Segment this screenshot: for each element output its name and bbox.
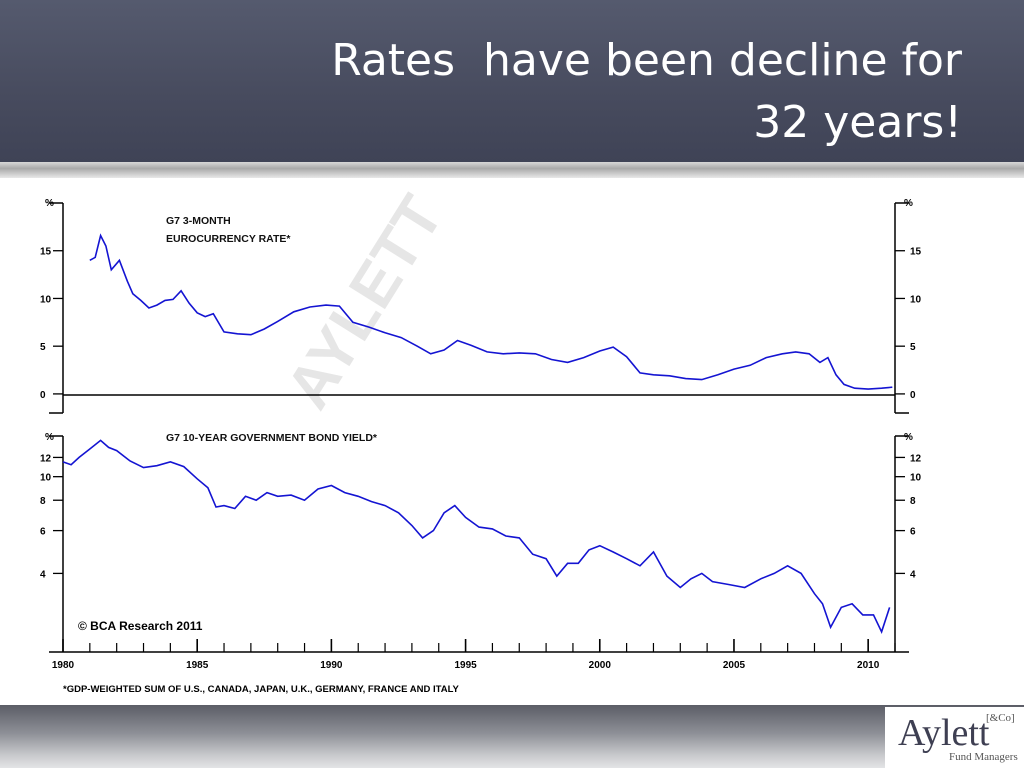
title-line-1: Rates have been decline for	[331, 35, 962, 86]
x-tick-label: 2005	[723, 660, 746, 671]
bottom-unit-right: %	[904, 432, 913, 443]
aylett-logo: Aylett [&Co] Fund Managers	[885, 707, 1024, 768]
bottom-unit-left: %	[45, 432, 54, 443]
bottom-y-tick-label-left: 8	[40, 496, 46, 507]
top-y-tick-label-left: 15	[40, 247, 52, 258]
x-tick-label: 2000	[589, 660, 612, 671]
credit-label: © BCA Research 2011	[78, 619, 203, 633]
x-tick-label: 1995	[454, 660, 477, 671]
slide-header	[0, 0, 1024, 162]
bottom-y-tick-label-left: 4	[40, 569, 46, 580]
bottom-series-line	[62, 439, 891, 634]
footnote: *GDP-WEIGHTED SUM OF U.S., CANADA, JAPAN…	[63, 684, 460, 695]
bottom-y-tick-label-right: 6	[910, 527, 916, 538]
rates-chart: AYLETT % % G7 3-MONTH EUROCURRENCY RATE*…	[40, 184, 922, 695]
title-line-2: 32 years!	[753, 97, 962, 148]
slide-title: Rates have been decline for 32 years!	[202, 30, 962, 154]
bottom-y-tick-label-right: 8	[910, 496, 916, 507]
watermark: AYLETT	[273, 184, 456, 420]
logo-wordmark: Aylett	[898, 712, 990, 754]
top-panel: % % G7 3-MONTH EUROCURRENCY RATE* 005510…	[40, 198, 922, 414]
x-tick-label: 1985	[186, 660, 209, 671]
top-series-line	[89, 233, 893, 390]
x-tick-label: 1980	[52, 660, 75, 671]
bottom-y-tick-label-right: 4	[910, 569, 916, 580]
bottom-y-tick-label-left: 6	[40, 527, 46, 538]
header-divider	[0, 162, 1024, 178]
bottom-y-tick-label-right: 10	[910, 473, 922, 484]
top-y-tick-label-left: 10	[40, 294, 52, 305]
bottom-y-tick-label-left: 10	[40, 473, 52, 484]
top-y-tick-label-left: 0	[40, 390, 46, 401]
top-y-tick-label-right: 5	[910, 342, 916, 353]
logo-subtitle: Fund Managers	[949, 751, 1018, 763]
bottom-y-tick-label-right: 12	[910, 453, 922, 464]
top-y-tick-label-left: 5	[40, 342, 46, 353]
logo-co-mark: [&Co]	[986, 712, 1015, 724]
top-y-tick-label-right: 10	[910, 294, 922, 305]
x-tick-label: 2010	[857, 660, 880, 671]
x-tick-label: 1990	[320, 660, 343, 671]
slide-footer	[0, 705, 1024, 768]
bottom-panel: % % G7 10-YEAR GOVERNMENT BOND YIELD* © …	[40, 432, 922, 653]
bottom-chart-title: G7 10-YEAR GOVERNMENT BOND YIELD*	[166, 432, 378, 444]
top-y-tick-label-right: 0	[910, 390, 916, 401]
top-y-tick-label-right: 15	[910, 247, 922, 258]
top-chart-subtitle: EUROCURRENCY RATE*	[166, 233, 291, 245]
top-chart-title: G7 3-MONTH	[166, 215, 231, 227]
bottom-y-tick-label-left: 12	[40, 453, 52, 464]
